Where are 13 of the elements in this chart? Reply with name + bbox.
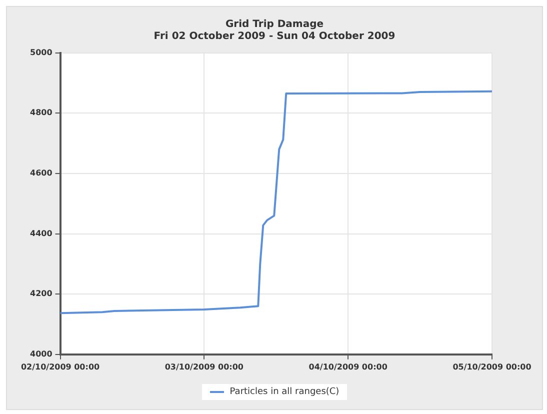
y-tick-label: 4800 (30, 108, 53, 118)
y-tick-label: 4600 (30, 168, 53, 178)
chart-title: Grid Trip Damage (224, 19, 325, 31)
legend-label: Particles in all ranges(C) (230, 387, 340, 397)
y-tick-label: 4200 (30, 289, 53, 298)
y-tick-label: 5000 (30, 48, 53, 57)
y-tick-label: 4400 (30, 228, 53, 238)
x-tick-label: 03/10/2009 00:00 (164, 362, 244, 372)
x-tick-label: 04/10/2009 00:00 (308, 362, 388, 372)
x-tick-label: 02/10/2009 00:00 (20, 362, 100, 372)
x-tick-label: 05/10/2009 00:00 (452, 362, 532, 372)
y-tick-label: 4000 (30, 349, 53, 358)
chart-subtitle: Fri 02 October 2009 - Sun 04 October 2009 (152, 31, 396, 43)
